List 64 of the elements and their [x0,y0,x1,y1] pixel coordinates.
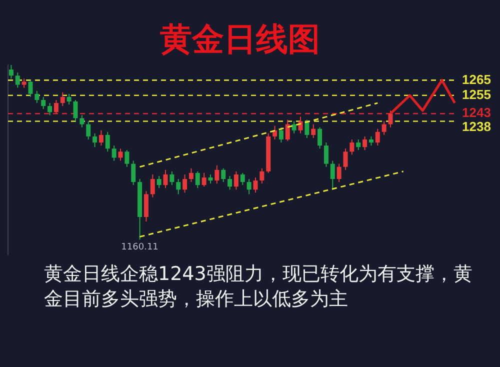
candlestick [208,174,213,184]
candlestick [28,80,33,98]
candlestick [304,119,310,138]
candlestick [298,116,303,134]
candlestick [188,168,194,183]
candlestick [118,148,123,162]
candlestick [382,120,386,136]
candlestick [8,64,14,80]
candlestick [112,145,116,162]
candlestick [350,138,354,156]
candlestick [343,148,348,170]
candlestick [105,131,110,152]
candlestick [73,99,78,122]
candlestick [330,160,335,190]
candlestick [156,175,162,189]
candlestick [92,132,98,148]
candlestick [253,176,258,194]
candlestick [285,119,290,142]
ref-line-label: 1238 [462,119,491,134]
candlestick [375,128,380,146]
candlestick [336,163,342,183]
candlestick [214,164,220,184]
candlestick [292,120,296,134]
candlestick [66,93,72,106]
candlestick [221,168,226,183]
candlestick [318,126,322,150]
candlestick [144,190,148,222]
candlestick [260,168,264,184]
candlestick [324,142,328,168]
candlestick [228,175,232,190]
candlestick [131,160,136,186]
chart-title: 黄金日线图 [159,20,321,59]
text: 黄金日线企稳1243强阻力，现已转化为有支撑，黄金目前多头强势，操作上以低多为主 [44,262,474,312]
candlestick [240,172,245,186]
candlestick [60,92,65,107]
candlestick [246,178,252,195]
annotation: 1160.11 [121,242,158,252]
candlestick [202,172,206,188]
candlestick [388,110,393,128]
candlestick [362,136,368,151]
candlestick [356,138,361,151]
candlestick [311,124,316,138]
candlestick [170,170,174,186]
candlestick [48,102,52,116]
candlestick [368,136,374,146]
candlestick [234,170,238,190]
candlestick [34,90,40,104]
candlestick [124,150,130,168]
candlestick [195,170,200,189]
ref-line-label: 1255 [462,86,491,102]
candlestick [278,126,284,144]
candlestick [163,169,168,189]
candlestick [22,78,26,88]
candlestick [54,99,58,114]
candlestick [86,120,91,140]
candlestick [15,72,20,88]
candlestick [41,96,46,110]
candlestick [176,178,181,195]
ref-line-label: 1243 [462,105,491,120]
candlestick [150,174,155,198]
candlestick [182,174,188,194]
candlestick [98,130,104,146]
candlestick [80,114,84,128]
ref-line-label: 1265 [462,72,491,87]
